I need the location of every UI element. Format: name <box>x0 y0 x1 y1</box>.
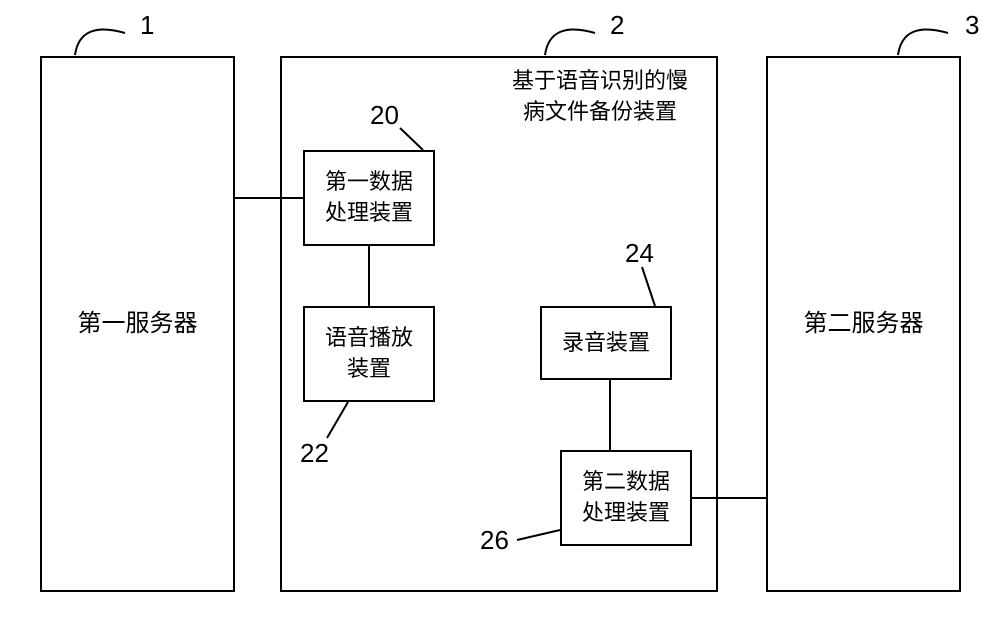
num-label-26: 26 <box>480 525 509 556</box>
num-label-22: 22 <box>300 438 329 469</box>
num-label-3: 3 <box>965 10 979 41</box>
num-label-24: 24 <box>625 238 654 269</box>
num-label-20: 20 <box>370 100 399 131</box>
num-label-1: 1 <box>140 10 154 41</box>
num-label-2: 2 <box>610 10 624 41</box>
